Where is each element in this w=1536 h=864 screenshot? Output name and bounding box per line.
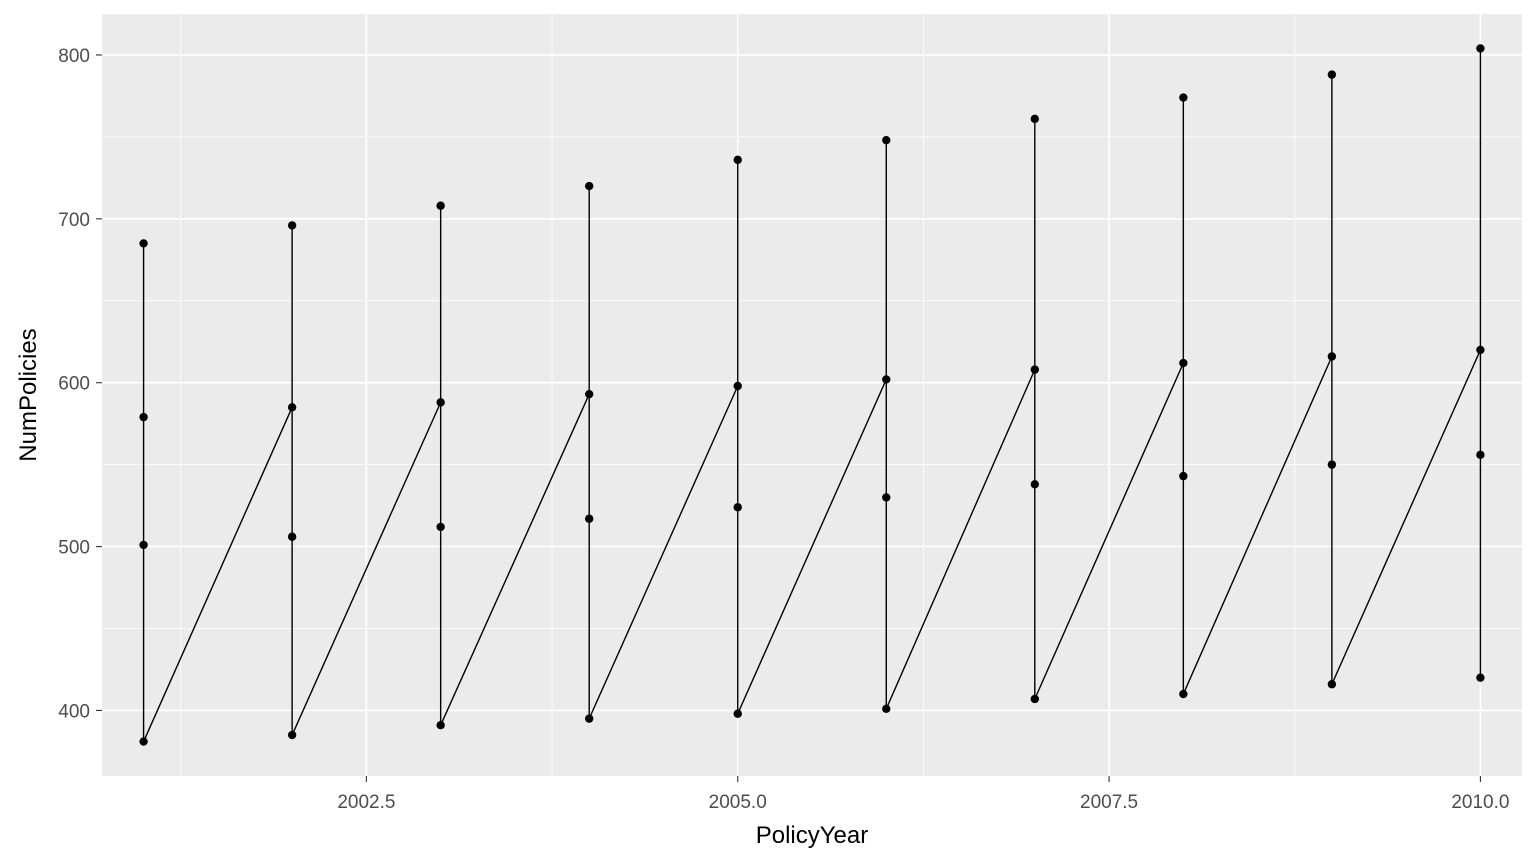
data-point — [1030, 694, 1040, 704]
data-point — [139, 412, 148, 422]
x-tick-label: 2010.0 — [1451, 792, 1509, 813]
data-point — [287, 221, 297, 230]
data-point — [1476, 345, 1485, 355]
data-point — [139, 239, 148, 248]
data-point — [1030, 365, 1040, 374]
series-line — [142, 47, 1482, 743]
plot-panel — [102, 14, 1522, 776]
data-point — [584, 389, 594, 399]
y-tick-label: 500 — [58, 538, 90, 559]
data-point — [436, 721, 445, 730]
y-axis: 400 500 600 700 800 — [58, 46, 102, 722]
y-axis-title: NumPolicies — [15, 328, 42, 461]
x-tick-label: 2007.5 — [1080, 792, 1138, 813]
y-tick-label: 400 — [58, 701, 90, 722]
x-axis-title: PolicyYear — [756, 822, 869, 849]
data-point — [733, 503, 742, 512]
minor-gridlines — [102, 14, 1522, 776]
data-point — [436, 522, 445, 532]
data-point — [139, 737, 148, 746]
y-tick-label: 800 — [58, 46, 90, 67]
x-axis: 2002.5 2005.0 2007.5 2010.0 — [337, 776, 1509, 813]
data-point — [139, 540, 148, 550]
data-point — [287, 532, 297, 541]
data-point — [1327, 70, 1337, 79]
x-tick-label: 2005.0 — [709, 792, 767, 813]
data-point — [733, 155, 742, 165]
data-point — [436, 201, 445, 210]
data-point — [584, 714, 594, 723]
data-point — [287, 730, 297, 740]
y-tick-label: 700 — [58, 210, 90, 231]
data-point — [882, 493, 891, 502]
data-point — [1327, 460, 1337, 469]
data-point — [1179, 358, 1188, 368]
data-point — [584, 514, 594, 523]
data-point — [882, 704, 891, 714]
data-point — [1179, 93, 1188, 102]
data-point — [882, 135, 891, 145]
data-point — [733, 709, 742, 718]
data-point — [584, 181, 594, 191]
data-point — [733, 381, 742, 391]
data-point — [1179, 471, 1188, 481]
data-point — [1327, 352, 1337, 361]
data-point — [287, 403, 297, 412]
data-point — [1030, 114, 1040, 124]
data-point — [1327, 680, 1337, 689]
data-point — [436, 398, 445, 407]
data-point — [1030, 480, 1040, 489]
data-points — [139, 44, 1485, 746]
x-tick-label: 2002.5 — [337, 792, 395, 813]
data-point — [1476, 673, 1485, 682]
data-point — [1179, 689, 1188, 699]
data-point — [1476, 450, 1485, 460]
data-point — [1476, 44, 1485, 53]
data-point — [882, 375, 891, 384]
y-tick-label: 600 — [58, 374, 90, 395]
